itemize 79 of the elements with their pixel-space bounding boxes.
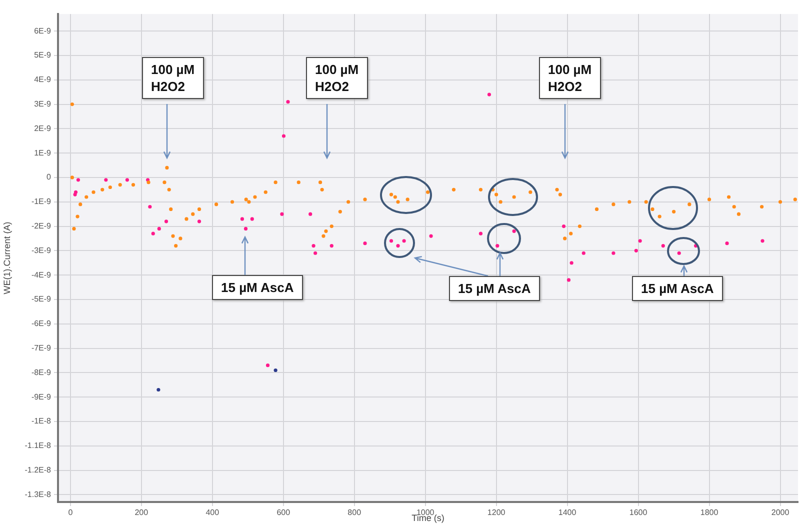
y-tick-label: -3E-9 <box>31 246 52 255</box>
y-tick-label: 4E-9 <box>34 75 52 84</box>
y-axis-title: WE(1).Current (A) <box>2 222 12 294</box>
y-tick-label: -5E-9 <box>31 294 52 304</box>
point <box>760 239 764 243</box>
point <box>612 251 616 255</box>
point <box>363 242 367 246</box>
point <box>634 248 638 252</box>
point <box>125 178 130 182</box>
point <box>280 212 284 216</box>
point <box>151 232 155 236</box>
point <box>244 226 248 231</box>
point <box>496 244 500 248</box>
annotation: 15 µM AscA <box>449 276 540 301</box>
x-tick-label: 1800 <box>700 508 719 518</box>
y-tick-label: -9E-9 <box>31 392 52 402</box>
y-tick-label: -8E-9 <box>31 368 52 377</box>
point <box>286 100 290 104</box>
x-tick-label: 800 <box>348 508 362 518</box>
y-tick-label: -1.1E-8 <box>24 441 52 450</box>
y-tick-label: -1.2E-8 <box>24 465 52 474</box>
point <box>312 244 316 248</box>
point <box>570 261 574 265</box>
point <box>274 368 278 372</box>
point <box>330 244 334 248</box>
point <box>197 220 202 224</box>
point <box>104 178 108 182</box>
point <box>487 92 492 96</box>
point <box>725 242 729 246</box>
point <box>402 239 406 243</box>
annotation: 100 µM H2O2 <box>142 57 204 99</box>
annotation: 15 µM AscA <box>632 276 723 301</box>
point <box>164 220 168 224</box>
y-tick-label: -7E-9 <box>31 343 52 352</box>
point <box>677 251 681 255</box>
point <box>266 364 270 368</box>
point <box>308 212 312 216</box>
point <box>562 224 566 228</box>
point <box>240 217 244 221</box>
x-tick-label: 400 <box>206 508 220 518</box>
point <box>250 217 254 221</box>
y-tick-label: -1E-9 <box>31 197 52 206</box>
annotation: 15 µM AscA <box>212 275 303 300</box>
y-tick-label: -1.3E-8 <box>24 490 52 499</box>
point <box>638 239 642 243</box>
point <box>314 251 318 255</box>
y-tick-label: -4E-9 <box>31 270 52 280</box>
y-tick-label: -2E-9 <box>31 221 52 230</box>
point <box>429 234 433 238</box>
point <box>157 226 161 231</box>
point <box>566 278 571 282</box>
x-tick-label: 1600 <box>629 508 648 518</box>
y-tick-label: -1E-8 <box>31 416 52 426</box>
y-tick-label: 1E-9 <box>34 148 52 158</box>
x-tick-label: 1400 <box>558 508 577 518</box>
point <box>156 388 160 392</box>
point <box>661 244 665 248</box>
point <box>396 244 400 248</box>
y-tick-label: 3E-9 <box>34 99 52 108</box>
point <box>512 229 516 233</box>
x-tick-label: 600 <box>276 508 291 518</box>
x-tick-label: 2000 <box>771 508 790 518</box>
point <box>582 251 586 255</box>
point <box>478 232 483 236</box>
point <box>74 190 78 194</box>
x-tick-label: 1200 <box>487 508 506 518</box>
annotation: 100 µM H2O2 <box>539 57 601 99</box>
point <box>389 239 394 243</box>
y-tick-label: 5E-9 <box>34 50 52 60</box>
x-tick-label: 200 <box>134 508 149 518</box>
y-tick-label: -6E-9 <box>31 319 52 328</box>
y-tick-label: 0 <box>46 172 52 182</box>
point <box>148 204 152 209</box>
point <box>76 178 80 182</box>
x-tick-label: 0 <box>68 508 74 518</box>
y-tick-label: 2E-9 <box>34 124 52 133</box>
point <box>282 134 286 138</box>
y-tick-label: 6E-9 <box>34 26 52 36</box>
annotation: 100 µM H2O2 <box>306 57 368 99</box>
